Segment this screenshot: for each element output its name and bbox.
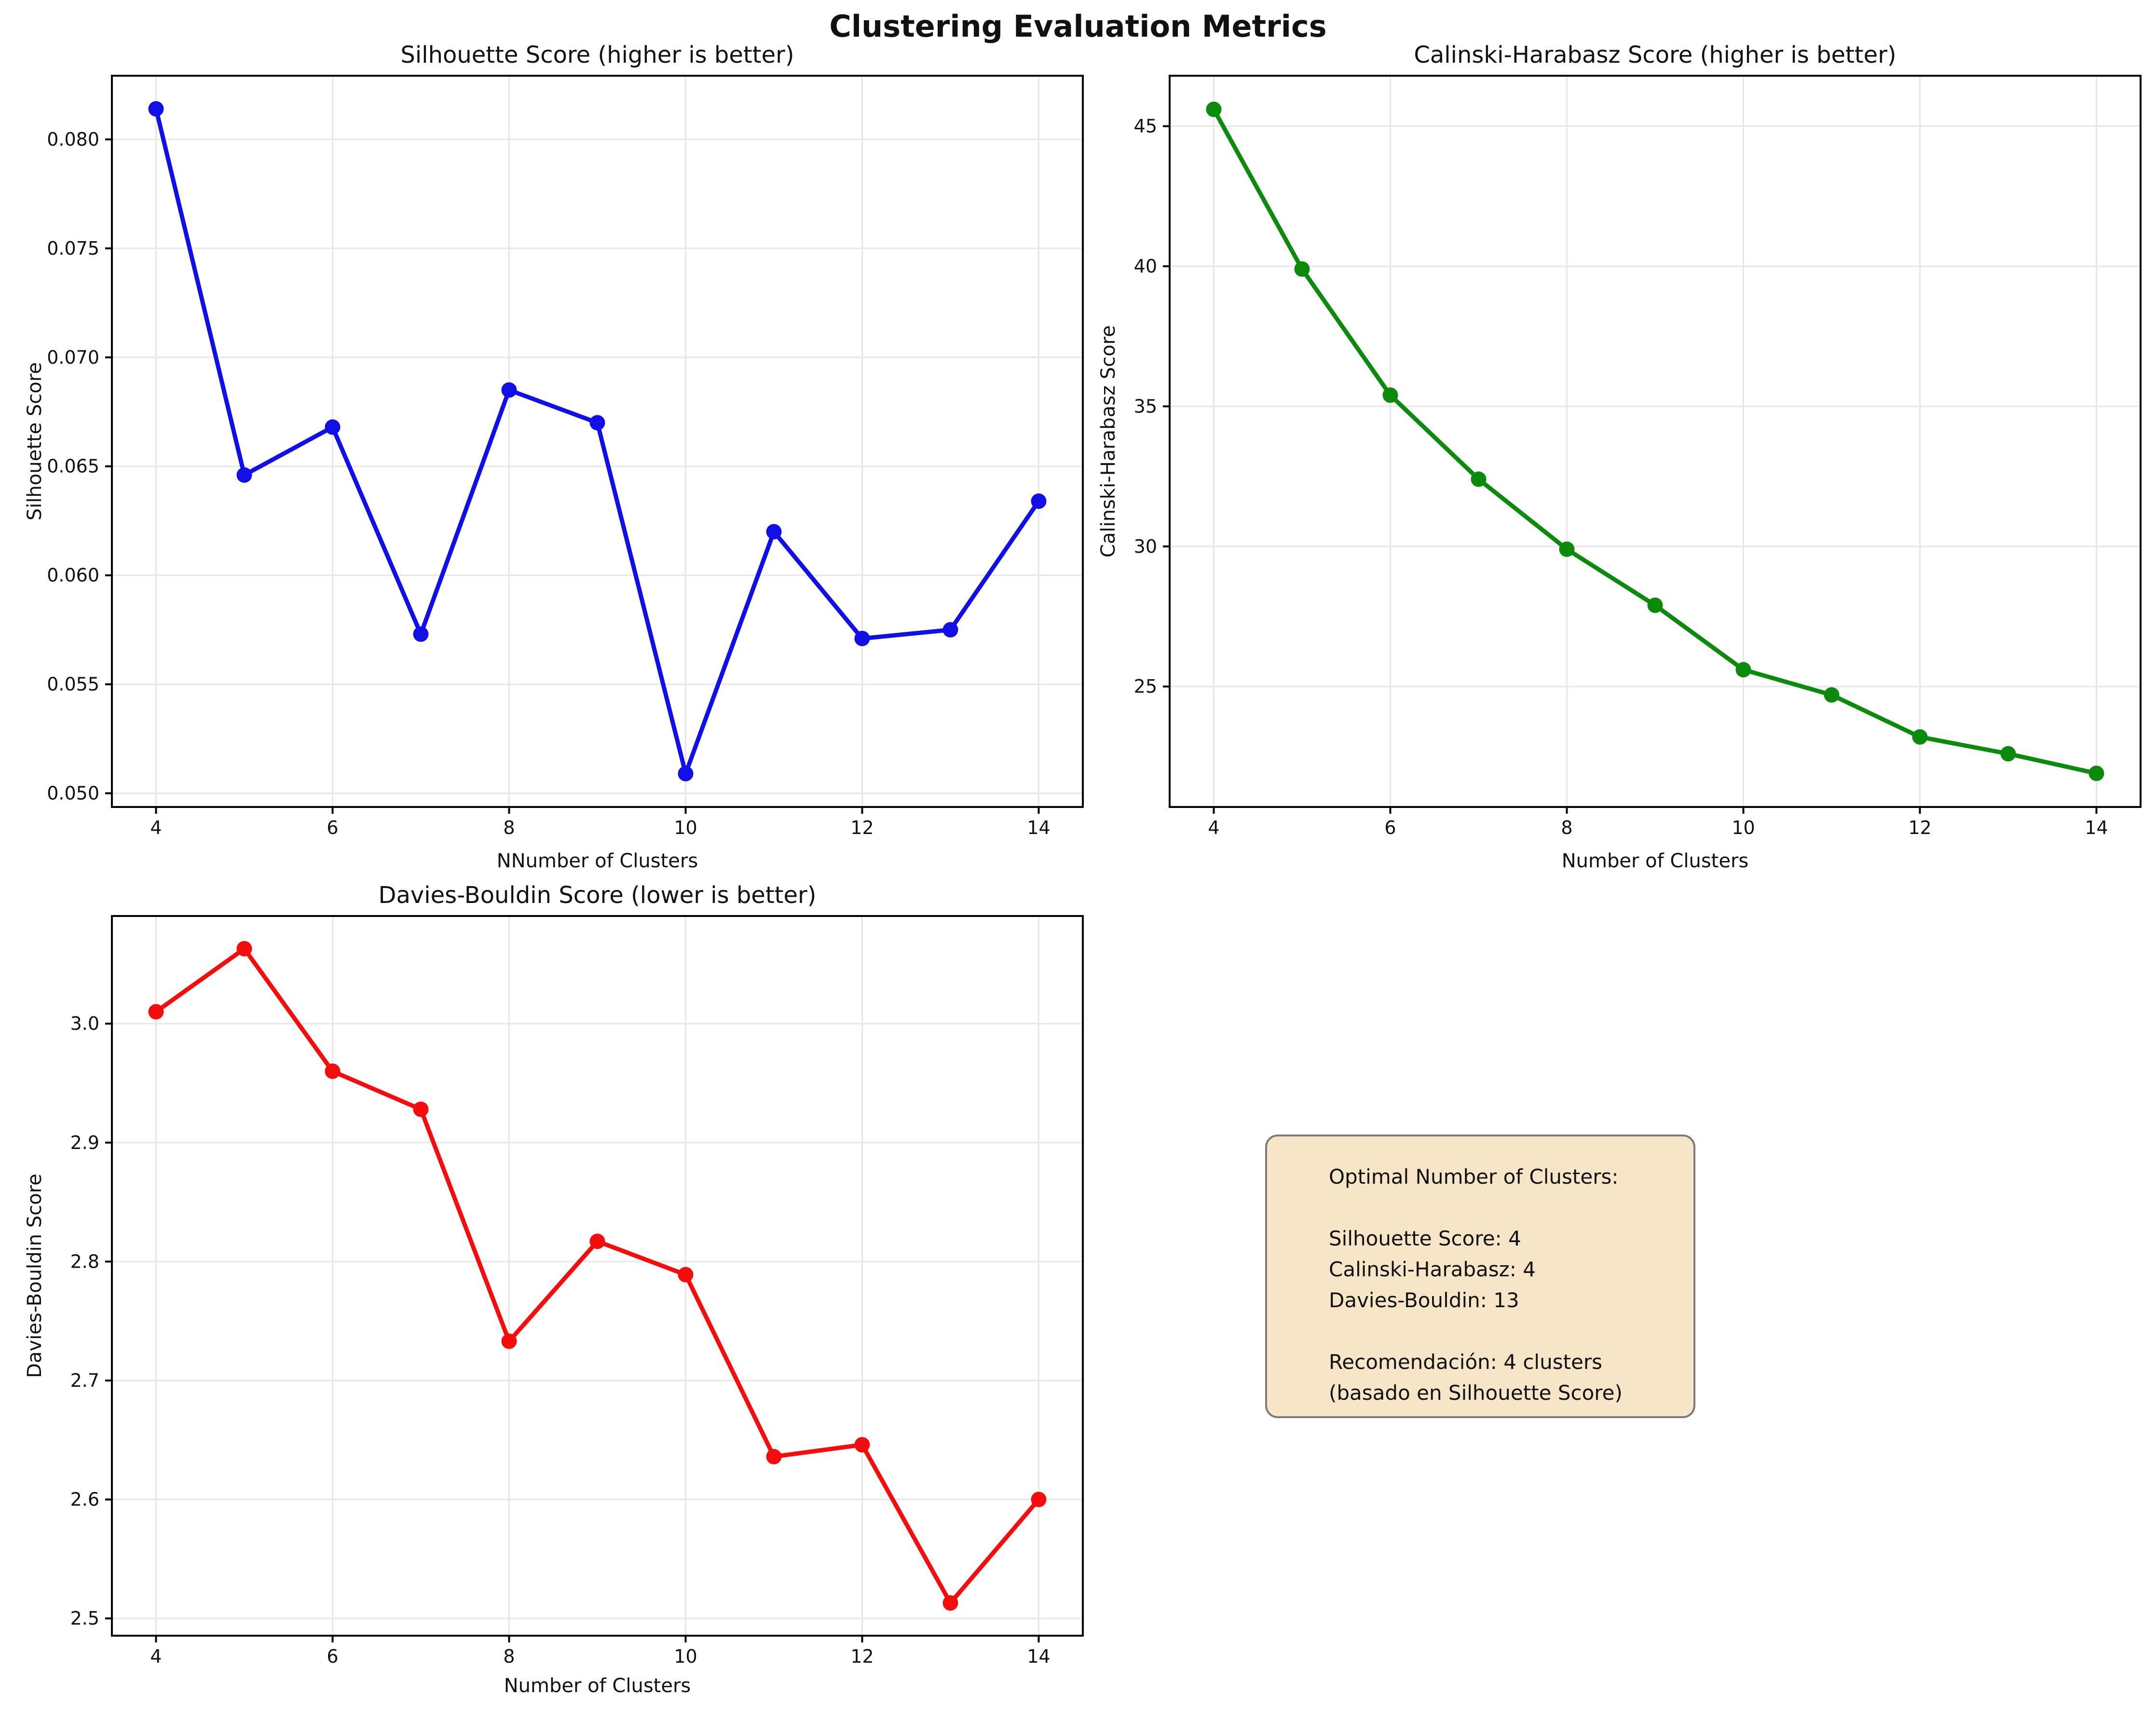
chart-davies: 4 6 8 10 12 14 2.5 2.6 2.7 2.8 2.9 3.0 (70, 915, 1084, 1667)
tick-label-x: 14 (1027, 817, 1050, 838)
data-point (325, 419, 341, 435)
xlabel-silhouette: NNumber of Clusters (496, 850, 698, 872)
tick-label-x: 10 (674, 1646, 697, 1667)
data-point (1647, 597, 1663, 613)
data-point (1382, 387, 1398, 403)
tick-label-x: 8 (503, 817, 515, 838)
plot-title-silhouette: Silhouette Score (higher is better) (400, 41, 794, 68)
figure-title: Clustering Evaluation Metrics (829, 9, 1327, 44)
data-point (1912, 729, 1928, 745)
ylabel-silhouette: Silhouette Score (24, 362, 46, 521)
data-point (1206, 101, 1222, 117)
tick-label-x: 8 (503, 1646, 515, 1667)
axes-spines (111, 915, 1084, 1637)
annotation-box: Optimal Number of Clusters: Silhouette S… (1265, 1135, 1695, 1418)
annotation-line: Optimal Number of Clusters: (1329, 1165, 1619, 1189)
axes-spines (111, 75, 1084, 808)
data-point (678, 1267, 694, 1283)
data-point (766, 1449, 782, 1464)
data-point (1294, 261, 1310, 277)
data-point (236, 941, 252, 957)
annotation-line: (basado en Silhouette Score) (1329, 1381, 1623, 1405)
tick-label-x: 6 (327, 1646, 338, 1667)
data-point (1031, 493, 1047, 509)
xlabel-calinski: Number of Clusters (1561, 850, 1749, 872)
data-line (1212, 107, 2099, 776)
tick-label-y: 35 (1134, 396, 1157, 417)
annotation-line: Calinski-Harabasz: 4 (1329, 1258, 1536, 1281)
chart-silhouette: 4 6 8 10 12 14 0.050 0.055 0.060 0.065 0.070 0.075 0… (47, 75, 1084, 838)
data-line (154, 107, 1041, 776)
tick-label-x: 10 (674, 817, 697, 838)
tick-label-y: 25 (1134, 676, 1157, 697)
ylabel-calinski: Calinski-Harabasz Score (1097, 325, 1119, 558)
tick-label-y: 3.0 (70, 1013, 99, 1034)
tick-label-y: 0.070 (47, 347, 99, 368)
data-point (501, 382, 517, 398)
tick-label-y: 0.065 (47, 456, 99, 477)
tick-label-y: 2.7 (70, 1370, 99, 1391)
data-point (325, 1063, 341, 1079)
ylabel-davies: Davies-Bouldin Score (24, 1174, 46, 1378)
tick-label-y: 0.075 (47, 238, 99, 259)
xlabel-davies: Number of Clusters (504, 1675, 691, 1697)
annotation-line (1329, 1316, 1679, 1347)
tick-label-x: 8 (1561, 817, 1572, 838)
data-point (854, 1437, 870, 1453)
chart-calinski: 4 6 8 10 12 14 25 30 35 40 45 (1134, 75, 2142, 838)
data-point (854, 630, 870, 646)
tick-label-y: 0.055 (47, 674, 99, 695)
data-point (413, 626, 429, 642)
axes-spines (1169, 75, 2142, 808)
tick-label-y: 0.060 (47, 565, 99, 586)
data-point (2000, 746, 2016, 762)
annotation-line: Davies-Bouldin: 13 (1329, 1288, 1519, 1312)
annotation-line: Silhouette Score: 4 (1329, 1227, 1521, 1250)
data-line (154, 946, 1041, 1605)
tick-label-y: 2.9 (70, 1132, 99, 1153)
tick-label-x: 6 (1384, 817, 1396, 838)
annotation-line: Recomendación: 4 clusters (1329, 1350, 1603, 1374)
tick-label-y: 40 (1134, 256, 1157, 277)
data-point (1471, 471, 1487, 487)
tick-label-y: 45 (1134, 116, 1157, 137)
data-point (236, 467, 252, 483)
data-point (413, 1101, 429, 1117)
data-point (589, 415, 605, 431)
tick-label-x: 12 (850, 1646, 873, 1667)
plot-title-calinski: Calinski-Harabasz Score (higher is bette… (1414, 41, 1897, 68)
tick-label-x: 4 (150, 1646, 162, 1667)
data-point (1031, 1491, 1047, 1507)
data-point (2088, 766, 2104, 781)
plot-title-davies: Davies-Bouldin Score (lower is better) (378, 882, 817, 909)
tick-label-y: 2.5 (70, 1608, 99, 1629)
data-point (589, 1233, 605, 1249)
tick-label-y: 30 (1134, 536, 1157, 557)
tick-label-y: 0.080 (47, 129, 99, 150)
annotation-line (1329, 1192, 1679, 1223)
data-point (942, 1595, 958, 1611)
tick-label-x: 14 (2085, 817, 2108, 838)
tick-label-x: 12 (850, 817, 873, 838)
data-point (1559, 541, 1575, 557)
data-point (148, 1004, 164, 1020)
tick-label-x: 14 (1027, 1646, 1050, 1667)
data-point (148, 101, 164, 117)
tick-label-y: 2.6 (70, 1489, 99, 1510)
data-point (678, 766, 694, 781)
tick-label-y: 0.050 (47, 783, 99, 804)
data-point (1735, 662, 1751, 678)
data-point (942, 622, 958, 638)
tick-label-x: 4 (1208, 817, 1219, 838)
tick-label-y: 2.8 (70, 1251, 99, 1272)
tick-label-x: 10 (1732, 817, 1755, 838)
tick-label-x: 4 (150, 817, 162, 838)
tick-label-x: 6 (327, 817, 338, 838)
data-point (1824, 687, 1840, 703)
data-point (501, 1333, 517, 1349)
data-point (766, 524, 782, 540)
tick-label-x: 12 (1908, 817, 1931, 838)
